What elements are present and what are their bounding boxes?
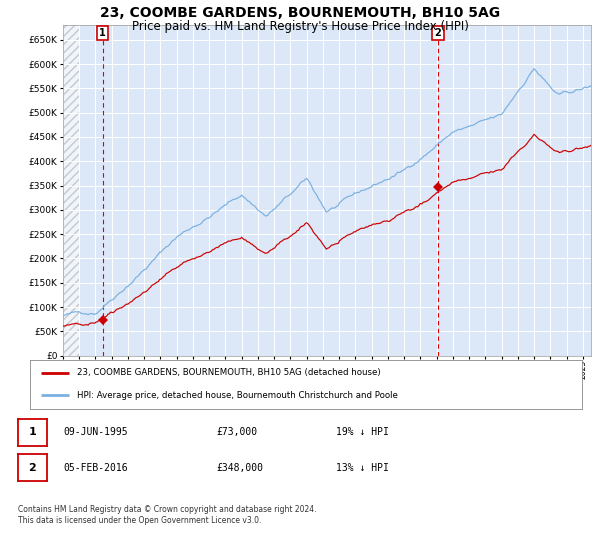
Text: Contains HM Land Registry data © Crown copyright and database right 2024.
This d: Contains HM Land Registry data © Crown c… [18,505,317,525]
Text: 23, COOMBE GARDENS, BOURNEMOUTH, BH10 5AG: 23, COOMBE GARDENS, BOURNEMOUTH, BH10 5A… [100,6,500,20]
Text: Price paid vs. HM Land Registry's House Price Index (HPI): Price paid vs. HM Land Registry's House … [131,20,469,32]
Text: 05-FEB-2016: 05-FEB-2016 [63,463,128,473]
Text: 1: 1 [29,427,36,437]
Text: 2: 2 [29,463,36,473]
Text: £73,000: £73,000 [216,427,257,437]
Text: 23, COOMBE GARDENS, BOURNEMOUTH, BH10 5AG (detached house): 23, COOMBE GARDENS, BOURNEMOUTH, BH10 5A… [77,368,380,377]
Text: 19% ↓ HPI: 19% ↓ HPI [336,427,389,437]
Text: 1: 1 [99,28,106,38]
Text: 09-JUN-1995: 09-JUN-1995 [63,427,128,437]
Text: 2: 2 [435,28,442,38]
Bar [63,16,79,356]
Text: 13% ↓ HPI: 13% ↓ HPI [336,463,389,473]
Text: £348,000: £348,000 [216,463,263,473]
Text: HPI: Average price, detached house, Bournemouth Christchurch and Poole: HPI: Average price, detached house, Bour… [77,391,398,400]
